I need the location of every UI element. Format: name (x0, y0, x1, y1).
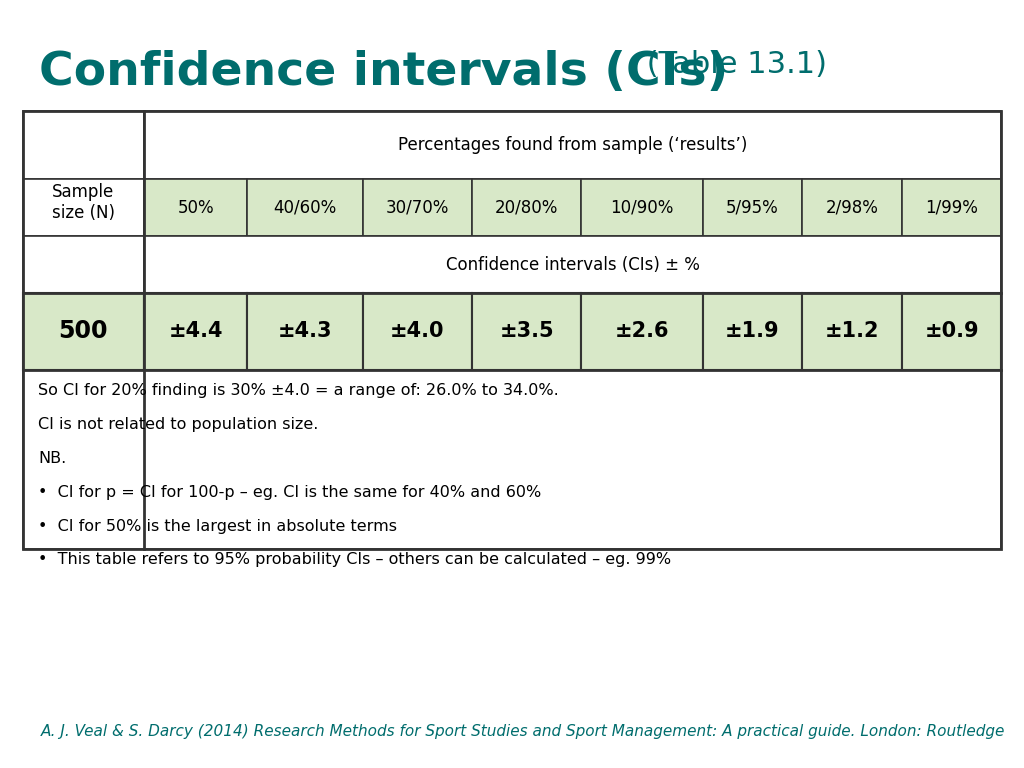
Text: 1/99%: 1/99% (926, 199, 978, 217)
Text: 20/80%: 20/80% (495, 199, 558, 217)
Text: 10/90%: 10/90% (610, 199, 674, 217)
Text: 30/70%: 30/70% (386, 199, 449, 217)
Text: ±4.0: ±4.0 (390, 321, 444, 341)
Text: Confidence intervals (CIs) ± %: Confidence intervals (CIs) ± % (445, 256, 699, 273)
Text: ±4.4: ±4.4 (168, 321, 223, 341)
Text: Percentages found from sample (‘results’): Percentages found from sample (‘results’… (398, 136, 748, 154)
Text: 2/98%: 2/98% (825, 199, 879, 217)
Text: ±1.9: ±1.9 (725, 321, 780, 341)
Text: So CI for 20% finding is 30% ±4.0 = a range of: 26.0% to 34.0%.: So CI for 20% finding is 30% ±4.0 = a ra… (38, 383, 559, 399)
Text: •  This table refers to 95% probability CIs – others can be calculated – eg. 99%: • This table refers to 95% probability C… (38, 552, 671, 568)
Text: 5/95%: 5/95% (726, 199, 779, 217)
Text: •  CI for 50% is the largest in absolute terms: • CI for 50% is the largest in absolute … (38, 518, 397, 534)
Text: 40/60%: 40/60% (273, 199, 337, 217)
Text: ±2.6: ±2.6 (614, 321, 670, 341)
Text: NB.: NB. (38, 451, 67, 466)
Text: ±0.9: ±0.9 (925, 321, 979, 341)
Text: (Table 13.1): (Table 13.1) (637, 50, 827, 79)
Text: 500: 500 (58, 319, 108, 343)
Text: A. J. Veal & S. Darcy (2014) Research Methods for Sport Studies and Sport Manage: A. J. Veal & S. Darcy (2014) Research Me… (41, 723, 1006, 739)
Text: •  CI for p = CI for 100-p – eg. CI is the same for 40% and 60%: • CI for p = CI for 100-p – eg. CI is th… (38, 485, 541, 500)
Text: Confidence intervals (CIs): Confidence intervals (CIs) (39, 50, 729, 95)
Text: 50%: 50% (177, 199, 214, 217)
Text: ±4.3: ±4.3 (278, 321, 332, 341)
Text: ±1.2: ±1.2 (824, 321, 880, 341)
Text: Sample
size (N): Sample size (N) (52, 183, 115, 222)
Text: CI is not related to population size.: CI is not related to population size. (38, 417, 318, 432)
Text: ±3.5: ±3.5 (500, 321, 554, 341)
